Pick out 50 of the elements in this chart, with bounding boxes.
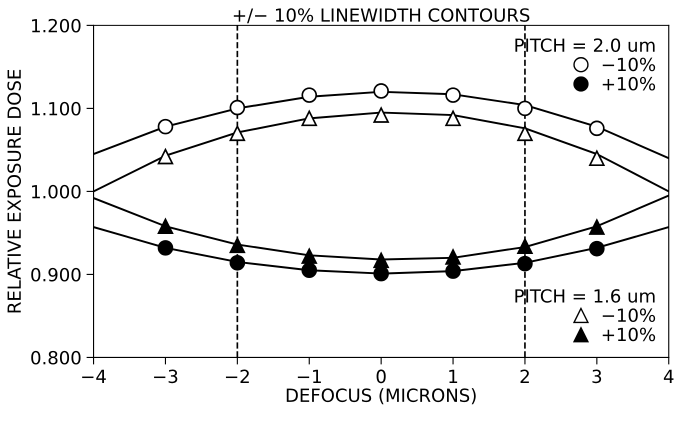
point — [230, 126, 246, 142]
point — [445, 249, 461, 265]
point — [373, 83, 389, 99]
chart-title: +/− 10% LINEWIDTH CONTOURS — [234, 8, 530, 24]
point — [589, 150, 605, 166]
x-tick-label: −3 — [154, 370, 178, 384]
legend-label: +10% — [602, 76, 656, 91]
legend-label: +10% — [602, 328, 656, 342]
annotation: PITCH = 2.0 um — [515, 38, 655, 52]
x-tick-label: −4 — [82, 370, 106, 383]
point — [589, 219, 605, 235]
point — [158, 240, 174, 256]
point — [517, 126, 533, 142]
point — [373, 107, 389, 123]
x-tick-label: 0 — [376, 370, 386, 384]
x-tick-label: 2 — [520, 370, 529, 383]
annotation: PITCH = 1.6 um — [515, 289, 655, 303]
point — [589, 120, 605, 136]
point — [517, 256, 533, 272]
point — [301, 110, 318, 126]
point — [445, 110, 461, 126]
x-tick-label: −1 — [298, 370, 321, 383]
point — [301, 262, 318, 278]
point — [230, 238, 246, 254]
x-tick-label: 1 — [449, 370, 458, 383]
point — [230, 100, 246, 116]
point — [373, 252, 389, 268]
point — [517, 100, 533, 116]
point — [301, 248, 318, 264]
point — [301, 87, 318, 103]
point — [158, 148, 174, 164]
point — [158, 118, 174, 134]
y-tick-label: 0.900 — [31, 268, 81, 282]
x-axis-title: DEFOCUS (MICRONS) — [286, 388, 476, 404]
x-tick-label: 3 — [592, 370, 602, 384]
x-tick-label: 4 — [664, 370, 674, 383]
legend-label: −10% — [602, 308, 656, 322]
y-tick-label: 1.000 — [32, 184, 81, 199]
point — [589, 240, 605, 256]
point — [517, 238, 533, 254]
x-tick-label: −2 — [226, 370, 249, 383]
y-tick-label: 1.200 — [32, 18, 81, 32]
legend-label: −10% — [602, 58, 656, 72]
y-tick-label: 0.800 — [31, 350, 81, 365]
point — [230, 255, 246, 271]
point — [445, 263, 461, 279]
point — [445, 87, 461, 103]
y-axis-title: RELATIVE EXPOSURE DOSE — [7, 70, 22, 312]
point — [158, 218, 174, 234]
y-tick-label: 1.100 — [32, 102, 81, 116]
